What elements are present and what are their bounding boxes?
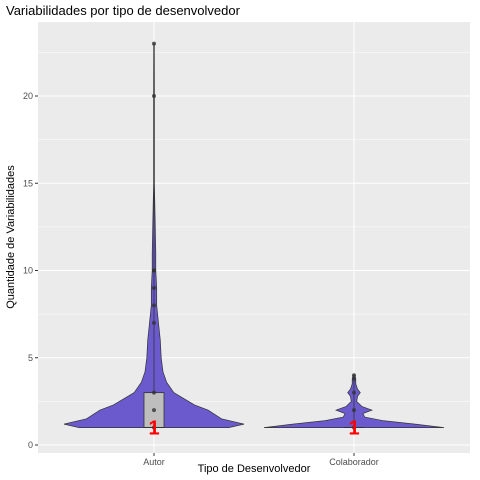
y-tick-label: 15: [23, 178, 33, 188]
data-point: [352, 408, 356, 413]
median-label-colaborador: 1: [348, 418, 359, 440]
data-point: [152, 268, 156, 273]
y-tick-label: 5: [28, 353, 33, 363]
y-tick-label: 0: [28, 440, 33, 450]
data-point: [152, 408, 156, 413]
y-axis-title: Quantidade de Variabilidades: [5, 165, 17, 309]
data-point: [352, 425, 356, 430]
tick-layer: 0 5 10 15 20 Autor Colaborador: [23, 91, 379, 467]
y-tick-label: 20: [23, 91, 33, 101]
data-point: [152, 94, 156, 98]
data-point: [352, 390, 356, 395]
data-point: [152, 303, 156, 308]
data-point: [152, 320, 156, 325]
data-point: [352, 373, 356, 378]
plot-panel: [38, 22, 470, 453]
x-axis-title: Tipo de Desenvolvedor: [198, 463, 311, 475]
data-point: [152, 41, 156, 46]
median-label-autor: 1: [148, 418, 159, 440]
y-tick-label: 10: [23, 266, 33, 276]
data-point: [352, 376, 356, 381]
data-point: [152, 425, 156, 430]
x-tick-label: Autor: [143, 457, 165, 467]
chart-title: Variabilidades por tipo de desenvolvedor: [6, 3, 241, 18]
data-point: [152, 390, 156, 395]
data-point: [152, 285, 156, 290]
x-tick-label: Colaborador: [329, 457, 379, 467]
